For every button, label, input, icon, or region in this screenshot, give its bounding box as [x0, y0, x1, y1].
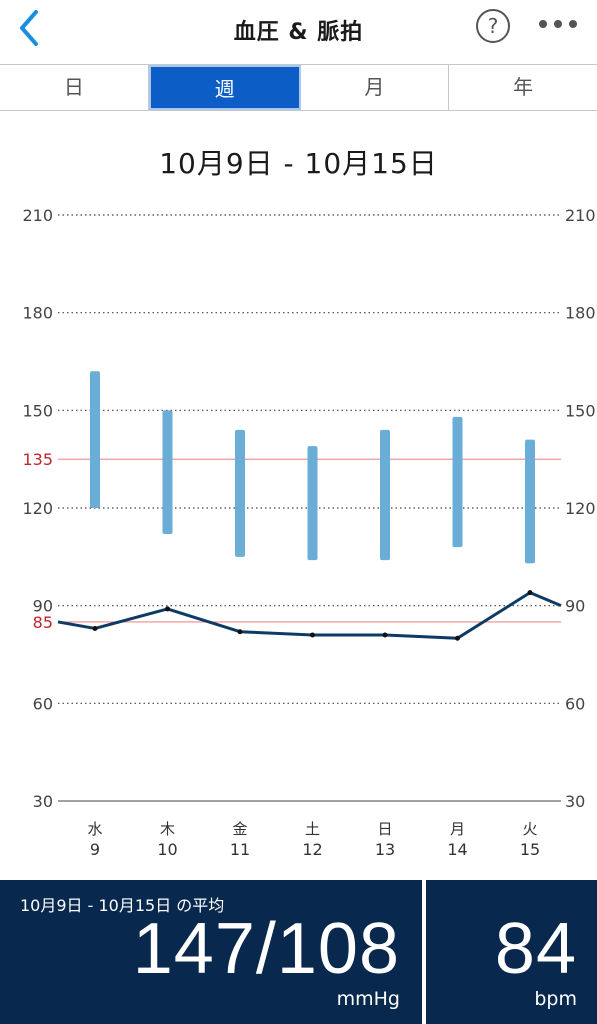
y-tick-label-left: 90: [33, 597, 53, 616]
bp-average-panel: 10月9日 - 10月15日 の平均 147/108 mmHg: [0, 880, 422, 1024]
x-weekday-label: 月: [450, 820, 465, 838]
pulse-line: [57, 591, 562, 640]
y-tick-label-left: 60: [33, 694, 53, 713]
pulse-average-panel: 84 bpm: [426, 880, 597, 1024]
blood-pressure-chart: 30 30 60 60 90 90 120 120 150 150 180 180 210 210 135 8…: [22, 206, 596, 859]
x-weekday-label: 火: [522, 820, 537, 838]
back-button[interactable]: [14, 8, 50, 48]
threshold-label: 85: [33, 613, 53, 632]
x-weekday-label: 土: [305, 820, 320, 838]
y-tick-label-right: 60: [565, 694, 585, 713]
more-horizontal-icon: [539, 20, 577, 28]
help-button[interactable]: ?: [476, 9, 510, 43]
y-tick-label-right: 120: [565, 499, 596, 518]
x-weekday-label: 金: [232, 820, 247, 838]
bp-average-value: 147/108: [132, 909, 400, 989]
pulse-point: [455, 635, 460, 641]
x-day-label: 15: [520, 840, 540, 859]
bp-range-bar: [235, 429, 245, 557]
pulse-point: [165, 606, 170, 612]
tab-month[interactable]: 月: [300, 65, 450, 110]
y-tick-label-right: 210: [565, 206, 596, 225]
y-tick-label-right: 90: [565, 597, 585, 616]
bp-range-bar: [525, 439, 535, 564]
more-button[interactable]: [537, 12, 581, 36]
pulse-point: [382, 632, 388, 638]
pulse-point: [237, 629, 243, 635]
y-tick-label-left: 30: [33, 792, 53, 811]
y-tick-label-right: 180: [565, 304, 596, 323]
x-weekday-label: 日: [377, 820, 392, 838]
bp-range-bar: [380, 429, 390, 561]
page-title: 血圧 & 脈拍: [233, 20, 364, 45]
x-day-label: 10: [157, 840, 177, 859]
chevron-left-icon: [20, 10, 38, 46]
tab-week[interactable]: 週: [148, 65, 301, 110]
period-tabs: 日 週 月 年: [0, 64, 597, 111]
x-weekday-label: 水: [87, 820, 102, 838]
pulse-point: [527, 590, 533, 596]
y-tick-label-right: 30: [565, 792, 585, 811]
navigation-bar: 血圧 & 脈拍 ?: [0, 0, 597, 64]
pulse-average-value: 84: [494, 909, 577, 989]
y-tick-label-right: 150: [565, 401, 596, 420]
bp-unit: mmHg: [336, 988, 400, 1010]
x-day-label: 14: [447, 840, 467, 859]
pulse-point: [310, 632, 315, 638]
y-tick-label-left: 150: [22, 401, 53, 420]
x-day-label: 12: [302, 840, 322, 859]
y-tick-label-left: 120: [22, 499, 53, 518]
x-weekday-label: 木: [160, 820, 175, 838]
bp-range-bar: [307, 446, 318, 561]
y-tick-label-left: 210: [22, 206, 53, 225]
pulse-unit: bpm: [534, 988, 577, 1010]
x-day-label: 13: [375, 840, 395, 859]
pulse-point: [92, 625, 98, 631]
x-day-label: 11: [230, 840, 250, 859]
tab-day[interactable]: 日: [0, 65, 149, 110]
tab-year[interactable]: 年: [449, 65, 597, 110]
bp-range-bar: [90, 371, 100, 508]
y-tick-label-left: 180: [22, 304, 53, 323]
date-range-title: 10月9日 - 10月15日: [159, 147, 438, 180]
threshold-label: 135: [22, 450, 53, 469]
average-label: 10月9日 - 10月15日 の平均: [20, 896, 225, 915]
bp-range-bar: [162, 410, 173, 535]
bp-range-bar: [452, 416, 463, 548]
x-day-label: 9: [90, 840, 100, 859]
